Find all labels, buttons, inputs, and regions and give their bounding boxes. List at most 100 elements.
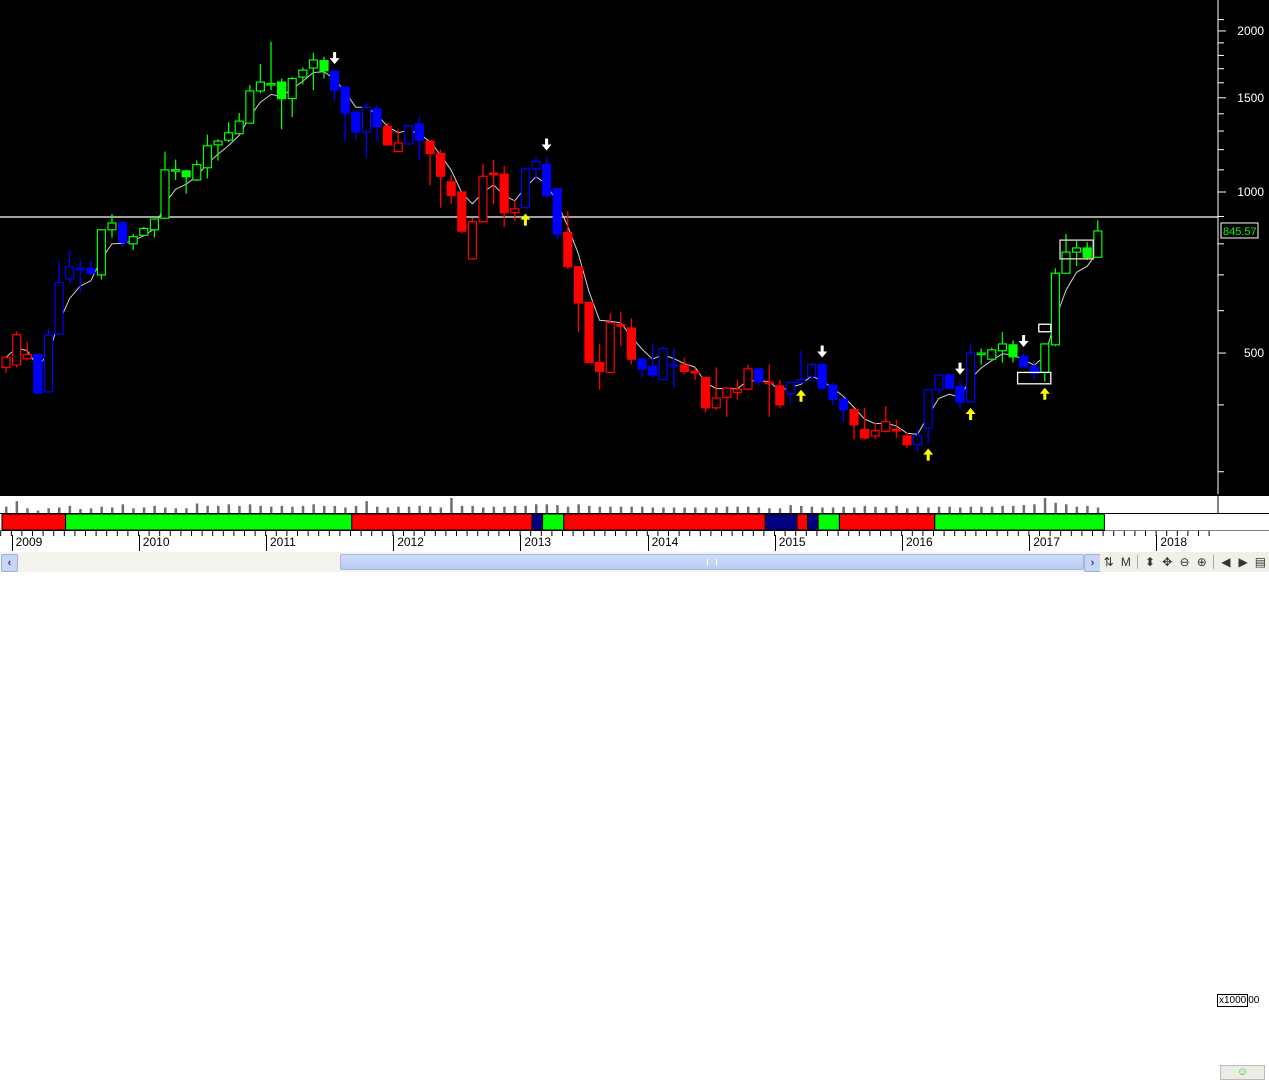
volume-bar xyxy=(704,507,708,513)
scrollbar-thumb[interactable] xyxy=(340,554,1084,570)
status-indicator: ☺ xyxy=(1220,1065,1265,1080)
zoom-in-icon[interactable]: ⊕ xyxy=(1196,555,1207,569)
last-price-label: 845.57 xyxy=(1223,226,1257,238)
volume-bar xyxy=(672,507,676,513)
trend-band-segment xyxy=(563,513,766,531)
volume-bar xyxy=(895,505,898,513)
volume-bar xyxy=(683,507,686,513)
volume-bar xyxy=(768,508,771,513)
trend-band-segment xyxy=(817,513,840,531)
candle xyxy=(340,86,350,142)
volume-bar xyxy=(906,508,909,513)
refresh-icon[interactable]: ⇅ xyxy=(1103,555,1114,569)
candle-body xyxy=(33,353,43,394)
volume-bar xyxy=(778,508,782,513)
candle-body xyxy=(96,229,107,276)
price-axis-label: 1000 xyxy=(1237,185,1264,199)
scroll-left-button[interactable]: ‹ xyxy=(1,554,18,572)
volume-bar xyxy=(1075,506,1079,513)
arrow-left-icon[interactable]: ◀ xyxy=(1221,555,1231,569)
candle xyxy=(912,429,923,452)
year-label: 2018 xyxy=(1156,535,1187,551)
candle-body xyxy=(361,106,371,133)
candle xyxy=(796,350,806,384)
candle xyxy=(383,122,393,146)
volume-bar xyxy=(937,506,941,513)
candle-body xyxy=(902,435,912,446)
candle-body xyxy=(202,145,212,169)
volume-bar xyxy=(810,506,814,513)
candle xyxy=(647,343,658,379)
candle-body xyxy=(1093,230,1103,258)
candle-body xyxy=(764,381,774,385)
volume-bar xyxy=(100,506,103,513)
candle xyxy=(446,175,456,204)
m-icon[interactable]: M xyxy=(1120,555,1131,569)
candle xyxy=(234,112,244,135)
candle xyxy=(785,381,796,404)
candle xyxy=(531,156,541,182)
candle xyxy=(722,387,732,417)
zoom-out-icon[interactable]: ⊖ xyxy=(1179,555,1190,569)
candle-body xyxy=(425,140,435,155)
volume-bar xyxy=(333,505,337,513)
candlestick-plot[interactable]: 500 1000 1500 2000 845.57 xyxy=(0,0,1269,494)
candle xyxy=(849,408,859,440)
year-label: 2017 xyxy=(1029,535,1060,551)
volume-bar xyxy=(1001,505,1004,513)
candle-body xyxy=(1018,355,1029,368)
candle xyxy=(1040,343,1050,382)
candle-body xyxy=(467,221,477,260)
candle xyxy=(245,84,255,124)
volume-bar xyxy=(280,505,284,513)
volume-bar xyxy=(736,506,739,513)
pattern-box xyxy=(1016,371,1052,385)
scroll-right-button[interactable]: › xyxy=(1084,554,1101,572)
candle-body xyxy=(669,363,679,367)
candle xyxy=(976,348,986,365)
candle-body xyxy=(775,385,785,406)
arrow-right-icon[interactable]: ▶ xyxy=(1238,555,1248,569)
candle xyxy=(711,367,721,411)
candle xyxy=(75,258,85,293)
candle xyxy=(86,259,96,275)
vertical-resize-icon[interactable]: ⬍ xyxy=(1144,555,1156,569)
candle xyxy=(128,233,138,250)
trend-band-segment xyxy=(65,513,353,531)
candle-body xyxy=(139,227,149,236)
volume-bar xyxy=(206,505,209,513)
volume-bar xyxy=(916,506,920,513)
volume-bar xyxy=(68,505,72,513)
candle xyxy=(298,67,308,85)
candle xyxy=(22,341,32,361)
candle-body xyxy=(319,60,329,72)
volume-bar xyxy=(1022,505,1026,513)
candle xyxy=(817,363,827,390)
candle-body xyxy=(859,428,870,439)
candle xyxy=(828,382,838,406)
candle-body xyxy=(626,327,637,360)
price-chart[interactable]: 500 1000 1500 2000 845.57 xyxy=(0,0,1269,494)
candle xyxy=(255,63,265,94)
year-label: 2015 xyxy=(774,535,806,551)
candle xyxy=(425,140,435,186)
candle-body xyxy=(1029,366,1039,375)
volume-bar xyxy=(969,506,973,513)
candle-body xyxy=(1,356,11,369)
candle-body xyxy=(383,126,393,146)
volume-bar xyxy=(121,504,125,513)
horizontal-scrollbar[interactable]: ‹ › xyxy=(0,552,1101,572)
move-icon[interactable]: ✥ xyxy=(1162,555,1173,569)
candle-body xyxy=(489,172,499,176)
toolbar-divider xyxy=(1137,555,1139,569)
candle-body xyxy=(213,140,223,146)
volume-bar xyxy=(1033,504,1036,513)
year-label: 2012 xyxy=(393,535,424,551)
volume-bar xyxy=(884,507,888,513)
volume-bar xyxy=(503,506,506,513)
candle xyxy=(955,380,965,409)
panel-icon[interactable]: ▤ xyxy=(1254,555,1267,569)
sell-arrow-icon xyxy=(541,138,552,151)
buy-arrow-icon xyxy=(1039,387,1050,400)
volume-bar xyxy=(418,505,421,513)
